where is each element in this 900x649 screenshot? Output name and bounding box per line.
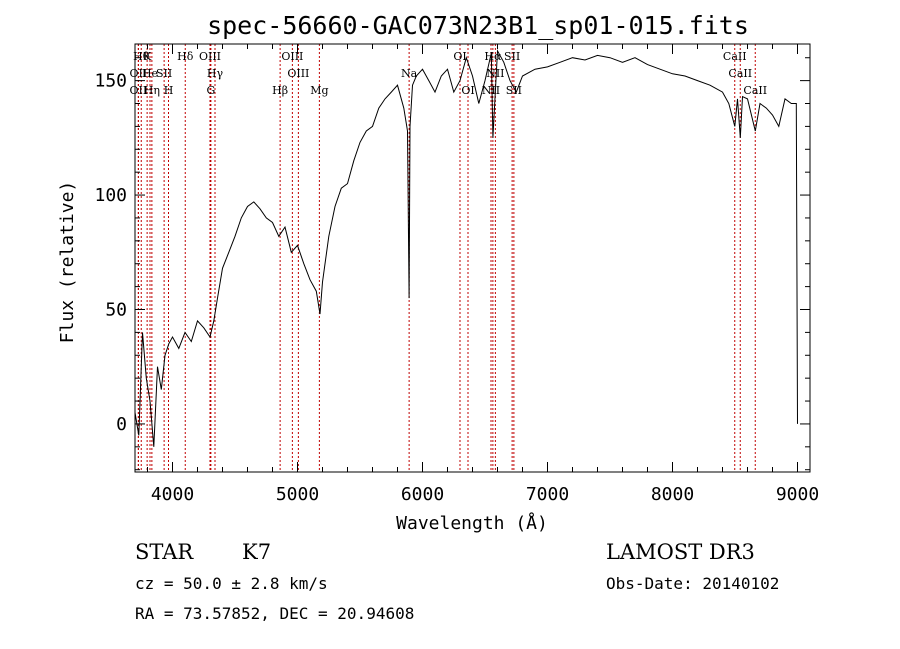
spectral-line-markers [137,44,756,472]
spectral-line-label: CaII [723,50,747,63]
spectral-line-label: H [164,84,174,97]
x-tick-label: 5000 [276,484,319,505]
spectral-line-label: Hγ [207,67,224,80]
x-tick-label: 9000 [776,484,819,505]
x-tick-label: 7000 [526,484,569,505]
spectral-line-label: Hη [144,84,160,97]
spectral-line-label: Hβ [272,84,288,97]
spectral-line-label: CaII [743,84,767,97]
spectral-line-label: Hθ [133,50,150,63]
object-class: STAR [135,540,194,564]
spectral-line-label: OII [130,67,148,80]
spectral-line-label: OIII [199,50,221,63]
x-axis-ticks: 4000 5000 6000 7000 8000 9000 [147,44,819,505]
y-tick-label: 50 [105,299,127,320]
y-tick-label: 0 [116,414,127,435]
spectral-line-label: OII [130,84,148,97]
plot-frame [134,43,811,473]
object-subclass: K7 [242,540,271,564]
spectral-line-label: OIII [287,67,309,80]
y-tick-label: 100 [94,185,127,206]
x-tick-label: 6000 [401,484,444,505]
y-axis-label: Flux (relative) [57,181,78,344]
redshift-velocity: cz = 50.0 ± 2.8 km/s [135,574,328,593]
spectral-line-label: Na [401,67,418,80]
spectral-line-label: OI [453,50,466,63]
chart-title: spec-56660-GAC073N23B1_sp01-015.fits [207,11,749,40]
y-tick-label: 150 [94,71,127,92]
spectral-line-label: NII [486,67,504,80]
spectral-line-label: OIII [281,50,303,63]
spectral-line-label: Hδ [177,50,194,63]
x-tick-label: 4000 [151,484,194,505]
survey-name: LAMOST DR3 [606,540,755,564]
spectral-line-label: Mg [310,84,328,97]
spectral-line-label: G [206,84,215,97]
spectral-line-label: He [142,67,158,80]
spectral-line-label: SII [156,67,172,80]
x-axis-label: Wavelength (Å) [396,512,548,534]
spectral-line-label: SII [506,84,522,97]
coordinates: RA = 73.57852, DEC = 20.94608 [135,604,414,623]
spectral-line-label: NII [482,84,500,97]
y-axis-ticks: 0 50 100 150 [94,57,810,471]
spectral-line-label: CaII [728,67,752,80]
observation-date: Obs-Date: 20140102 [606,574,779,593]
spectral-line-label: K [143,50,152,63]
spectral-line-label: Hα [484,50,502,63]
spectrum-series-line [134,49,798,447]
x-tick-label: 8000 [651,484,694,505]
spectral-line-label: OI [461,84,474,97]
spectral-line-label: SII [504,50,520,63]
